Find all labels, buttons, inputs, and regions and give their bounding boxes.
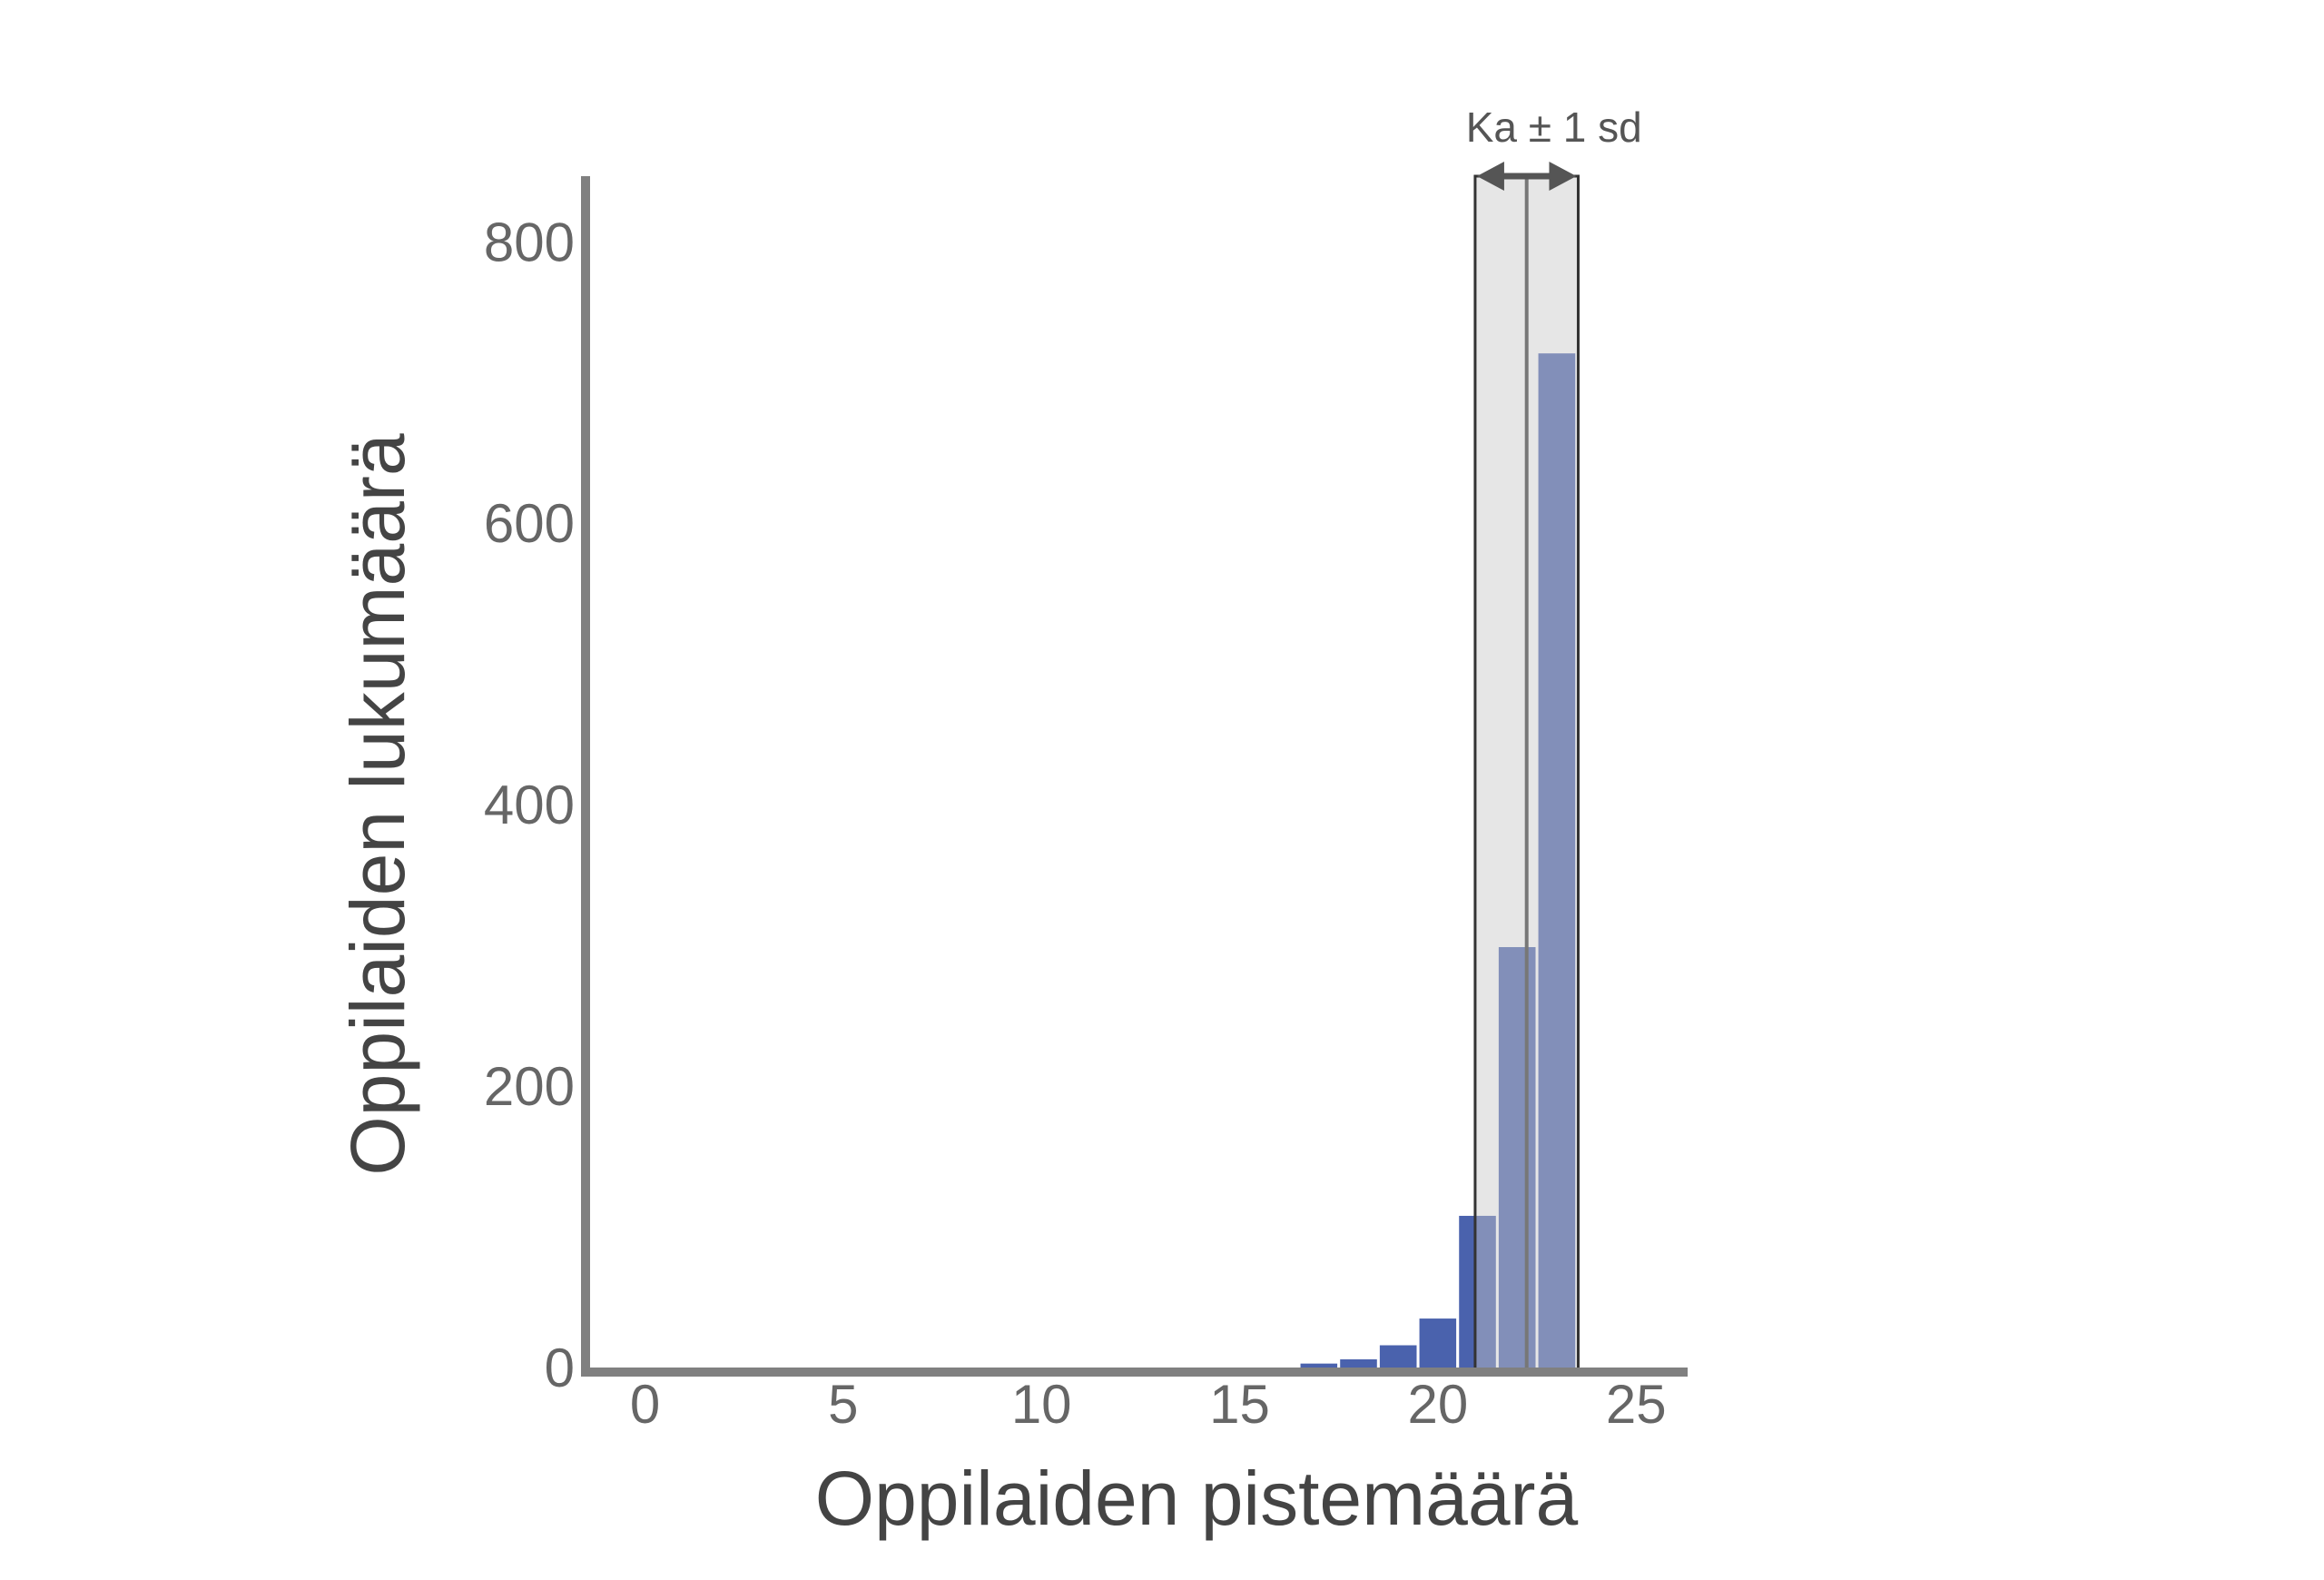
y-tick-label: 400 (484, 775, 575, 835)
arrow-head (1549, 162, 1577, 191)
x-tick-label: 5 (828, 1374, 858, 1435)
y-tick-label: 800 (484, 212, 575, 272)
y-axis-title: Oppilaiden lukumäärä (335, 433, 420, 1175)
x-tick-label: 10 (1011, 1374, 1072, 1435)
x-tick-label: 20 (1408, 1374, 1469, 1435)
arrow-head (1476, 162, 1504, 191)
y-tick-label: 0 (545, 1338, 575, 1398)
annotation: Ka ± 1 sd (1466, 104, 1642, 151)
x-axis-title: Oppilaiden pistemäärä (815, 1456, 1579, 1541)
y-tick-label: 200 (484, 1056, 575, 1117)
y-tick-label: 600 (484, 493, 575, 554)
x-tick-label: 25 (1606, 1374, 1667, 1435)
x-tick-label: 0 (630, 1374, 660, 1435)
bar (1495, 944, 1539, 1374)
x-tick-label: 15 (1209, 1374, 1270, 1435)
bar (1416, 1316, 1460, 1374)
